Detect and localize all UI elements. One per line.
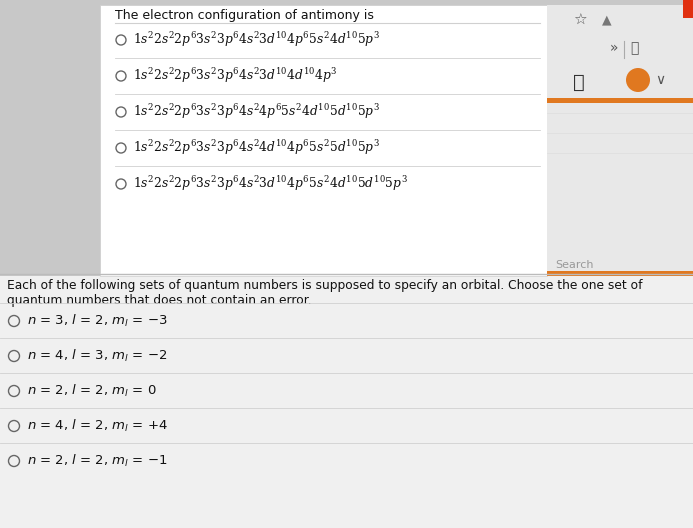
Text: $n$ = 4, $l$ = 2, $m_{\it{l}}$ = $+$4: $n$ = 4, $l$ = 2, $m_{\it{l}}$ = $+$4 xyxy=(27,418,168,434)
Text: $1s^22s^22p^63s^23p^64s^23d^{10}4p^65s^24d^{10}5p^3$: $1s^22s^22p^63s^23p^64s^23d^{10}4p^65s^2… xyxy=(133,31,380,50)
Text: 🗁: 🗁 xyxy=(630,41,638,55)
Text: $n$ = 3, $l$ = 2, $m_{\it{l}}$ = $-$3: $n$ = 3, $l$ = 2, $m_{\it{l}}$ = $-$3 xyxy=(27,313,168,329)
Text: 🔔: 🔔 xyxy=(573,73,585,92)
Text: $n$ = 2, $l$ = 2, $m_{\it{l}}$ = 0: $n$ = 2, $l$ = 2, $m_{\it{l}}$ = 0 xyxy=(27,383,157,399)
Text: ▲: ▲ xyxy=(602,13,612,26)
Text: $1s^22s^22p^63s^23p^64s^24d^{10}4p^65s^25d^{10}5p^3$: $1s^22s^22p^63s^23p^64s^24d^{10}4p^65s^2… xyxy=(133,138,380,157)
Bar xyxy=(0,0,693,273)
Text: ∨: ∨ xyxy=(655,73,665,87)
Text: $n$ = 2, $l$ = 2, $m_{\it{l}}$ = $-$1: $n$ = 2, $l$ = 2, $m_{\it{l}}$ = $-$1 xyxy=(27,453,168,469)
Circle shape xyxy=(626,68,650,92)
Text: The electron configuration of antimony is: The electron configuration of antimony i… xyxy=(115,9,374,22)
Bar xyxy=(0,273,693,528)
Text: quantum numbers that does not contain an error.: quantum numbers that does not contain an… xyxy=(7,294,312,307)
Bar xyxy=(547,98,693,103)
Bar xyxy=(547,5,693,276)
Text: »: » xyxy=(610,41,618,55)
Text: Search: Search xyxy=(555,260,593,270)
Text: $1s^22s^22p^63s^23p^64s^23d^{10}4p^65s^24d^{10}5d^{10}5p^3$: $1s^22s^22p^63s^23p^64s^23d^{10}4p^65s^2… xyxy=(133,175,408,193)
Bar xyxy=(0,5,100,276)
Text: $1s^22s^22p^63s^23p^64s^24p^65s^24d^{10}5d^{10}5p^3$: $1s^22s^22p^63s^23p^64s^24p^65s^24d^{10}… xyxy=(133,102,380,121)
Bar xyxy=(547,271,693,276)
Bar xyxy=(683,0,693,18)
Bar xyxy=(100,5,547,276)
Text: $n$ = 4, $l$ = 3, $m_{\it{l}}$ = $-$2: $n$ = 4, $l$ = 3, $m_{\it{l}}$ = $-$2 xyxy=(27,348,168,364)
Text: Each of the following sets of quantum numbers is supposed to specify an orbital.: Each of the following sets of quantum nu… xyxy=(7,279,642,292)
Text: ☆: ☆ xyxy=(573,13,587,28)
Text: $1s^22s^22p^63s^23p^64s^23d^{10}4d^{10}4p^3$: $1s^22s^22p^63s^23p^64s^23d^{10}4d^{10}4… xyxy=(133,67,337,86)
